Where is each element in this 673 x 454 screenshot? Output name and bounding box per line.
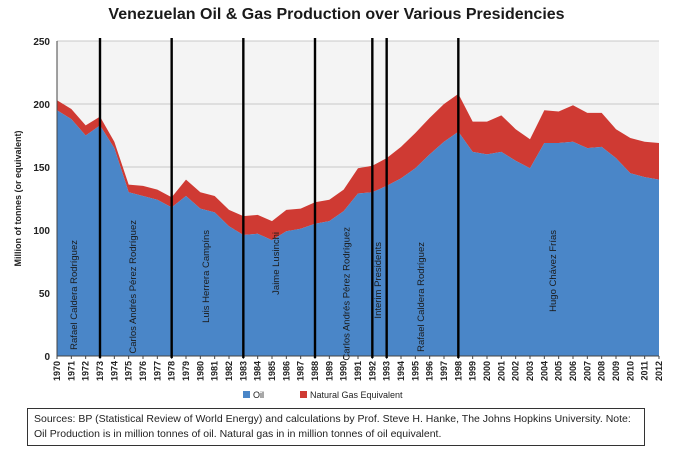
x-tick-label: 1990	[339, 361, 349, 381]
chart-title: Venezuelan Oil & Gas Production over Var…	[108, 6, 565, 23]
x-tick-label: 1992	[367, 361, 377, 381]
x-tick-label: 1980	[195, 361, 205, 381]
gas-area	[57, 93, 659, 241]
x-tick-label: 1993	[382, 361, 392, 381]
x-tick-label: 1997	[439, 361, 449, 381]
x-tick-label: 1981	[210, 361, 220, 381]
x-tick-label: 1974	[109, 361, 119, 381]
legend-gas-swatch	[300, 391, 307, 398]
x-tick-label: 1973	[95, 361, 105, 381]
x-tick-label: 2001	[496, 361, 506, 381]
oil-area	[57, 110, 659, 356]
x-tick-label: 2010	[625, 361, 635, 381]
x-tick-label: 1996	[425, 361, 435, 381]
presidency-label: Hugo Chávez Frías	[548, 230, 559, 312]
presidency-label: Carlos Andrés Pérez Rodríguez	[341, 227, 352, 361]
legend-oil-label: Oil	[253, 390, 264, 400]
x-tick-label: 1975	[124, 361, 134, 381]
x-tick-label: 1971	[66, 361, 76, 381]
presidency-label: Luis Herrera Campíns	[201, 230, 212, 323]
x-tick-label: 2008	[597, 361, 607, 381]
x-tick-label: 2000	[482, 361, 492, 381]
x-tick-label: 1977	[152, 361, 162, 381]
x-tick-label: 2007	[582, 361, 592, 381]
presidency-label: Carlos Andrés Pérez Rodríguez	[128, 220, 139, 354]
x-tick-label: 1986	[281, 361, 291, 381]
x-tick-label: 2002	[511, 361, 521, 381]
x-tick-label: 2005	[554, 361, 564, 381]
x-tick-label: 1999	[468, 361, 478, 381]
x-tick-label: 1989	[324, 361, 334, 381]
x-tick-label: 1995	[410, 361, 420, 381]
x-tick-label: 1984	[253, 361, 263, 381]
y-tick-label: 50	[39, 289, 51, 300]
x-tick-label: 2011	[640, 361, 650, 381]
x-tick-label: 1982	[224, 361, 234, 381]
presidency-label: Interim Presidents	[373, 242, 384, 319]
x-tick-label: 1976	[138, 361, 148, 381]
presidency-label: Rafael Caldera Rodríguez	[416, 242, 427, 352]
x-tick-label: 2009	[611, 361, 621, 381]
x-tick-label: 1983	[238, 361, 248, 381]
y-tick-label: 250	[33, 37, 50, 48]
x-tick-label: 1991	[353, 361, 363, 381]
x-tick-label: 1998	[453, 361, 463, 381]
presidency-label: Jaime Lusinchi	[271, 232, 282, 295]
x-tick-label: 2012	[654, 361, 664, 381]
x-tick-label: 1979	[181, 361, 191, 381]
y-tick-label: 100	[33, 226, 50, 237]
x-tick-label: 1994	[396, 361, 406, 381]
x-tick-label: 1972	[81, 361, 91, 381]
y-tick-label: 150	[33, 163, 50, 174]
x-tick-label: 2006	[568, 361, 578, 381]
sources-note: Sources: BP (Statistical Review of World…	[27, 408, 645, 446]
x-tick-label: 1985	[267, 361, 277, 381]
x-tick-label: 2004	[539, 361, 549, 381]
y-axis-label: Million of tonnes (or equivalent)	[13, 130, 23, 266]
legend-gas-label: Natural Gas Equivalent	[310, 390, 403, 400]
x-tick-label: 1978	[167, 361, 177, 381]
legend-oil-swatch	[243, 391, 250, 398]
y-tick-label: 0	[44, 352, 50, 363]
x-tick-label: 2003	[525, 361, 535, 381]
x-tick-label: 1987	[296, 361, 306, 381]
y-tick-label: 200	[33, 100, 50, 111]
presidency-label: Rafael Caldera Rodríguez	[69, 240, 80, 350]
x-tick-label: 1970	[52, 361, 62, 381]
x-tick-label: 1988	[310, 361, 320, 381]
